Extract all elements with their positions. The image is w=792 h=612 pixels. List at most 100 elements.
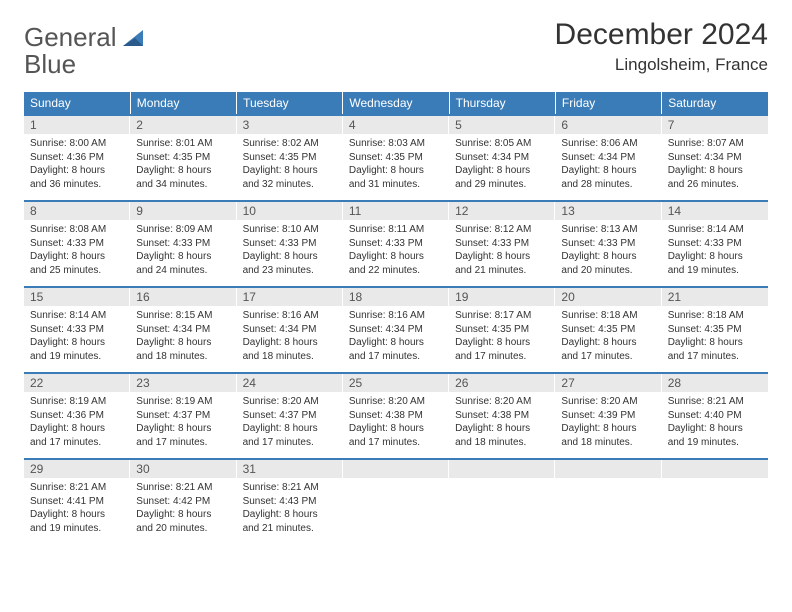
day-cell: 15Sunrise: 8:14 AMSunset: 4:33 PMDayligh… xyxy=(24,287,130,373)
day-number: 16 xyxy=(130,288,236,306)
day-number: 22 xyxy=(24,374,130,392)
sunset-line: Sunset: 4:36 PM xyxy=(30,151,124,165)
day-content: Sunrise: 8:19 AMSunset: 4:37 PMDaylight:… xyxy=(130,392,236,453)
day-content: Sunrise: 8:21 AMSunset: 4:43 PMDaylight:… xyxy=(237,478,343,539)
day-cell: 19Sunrise: 8:17 AMSunset: 4:35 PMDayligh… xyxy=(449,287,555,373)
daylight-line: Daylight: 8 hours and 28 minutes. xyxy=(561,164,655,191)
sunrise-line: Sunrise: 8:01 AM xyxy=(136,137,230,151)
sunset-line: Sunset: 4:33 PM xyxy=(668,237,762,251)
daylight-line: Daylight: 8 hours and 32 minutes. xyxy=(243,164,337,191)
day-content: Sunrise: 8:15 AMSunset: 4:34 PMDaylight:… xyxy=(130,306,236,367)
sunrise-line: Sunrise: 8:06 AM xyxy=(561,137,655,151)
daylight-line: Daylight: 8 hours and 25 minutes. xyxy=(30,250,124,277)
weekday-header: Wednesday xyxy=(343,92,449,115)
sunrise-line: Sunrise: 8:09 AM xyxy=(136,223,230,237)
day-cell: 28Sunrise: 8:21 AMSunset: 4:40 PMDayligh… xyxy=(662,373,768,459)
day-content: Sunrise: 8:01 AMSunset: 4:35 PMDaylight:… xyxy=(130,134,236,195)
daylight-line: Daylight: 8 hours and 19 minutes. xyxy=(30,508,124,535)
sunrise-line: Sunrise: 8:19 AM xyxy=(136,395,230,409)
day-number: 30 xyxy=(130,460,236,478)
day-number: 13 xyxy=(555,202,661,220)
day-number: 3 xyxy=(237,116,343,134)
day-content: Sunrise: 8:20 AMSunset: 4:38 PMDaylight:… xyxy=(449,392,555,453)
weekday-header: Monday xyxy=(130,92,236,115)
daylight-line: Daylight: 8 hours and 26 minutes. xyxy=(668,164,762,191)
day-content: Sunrise: 8:12 AMSunset: 4:33 PMDaylight:… xyxy=(449,220,555,281)
daylight-line: Daylight: 8 hours and 21 minutes. xyxy=(455,250,549,277)
day-number-empty xyxy=(343,460,449,478)
logo: General Blue xyxy=(24,18,147,78)
sunset-line: Sunset: 4:38 PM xyxy=(349,409,443,423)
title-block: December 2024 Lingolsheim, France xyxy=(555,18,768,75)
sunset-line: Sunset: 4:43 PM xyxy=(243,495,337,509)
week-row: 29Sunrise: 8:21 AMSunset: 4:41 PMDayligh… xyxy=(24,459,768,545)
sunset-line: Sunset: 4:39 PM xyxy=(561,409,655,423)
daylight-line: Daylight: 8 hours and 34 minutes. xyxy=(136,164,230,191)
day-number: 11 xyxy=(343,202,449,220)
sunrise-line: Sunrise: 8:21 AM xyxy=(30,481,124,495)
calendar-table: SundayMondayTuesdayWednesdayThursdayFrid… xyxy=(24,92,768,545)
calendar-body: 1Sunrise: 8:00 AMSunset: 4:36 PMDaylight… xyxy=(24,115,768,545)
sunrise-line: Sunrise: 8:03 AM xyxy=(349,137,443,151)
sunrise-line: Sunrise: 8:19 AM xyxy=(30,395,124,409)
day-cell: 21Sunrise: 8:18 AMSunset: 4:35 PMDayligh… xyxy=(662,287,768,373)
daylight-line: Daylight: 8 hours and 23 minutes. xyxy=(243,250,337,277)
sunset-line: Sunset: 4:34 PM xyxy=(349,323,443,337)
logo-text-a: General xyxy=(24,22,117,52)
daylight-line: Daylight: 8 hours and 22 minutes. xyxy=(349,250,443,277)
day-content: Sunrise: 8:00 AMSunset: 4:36 PMDaylight:… xyxy=(24,134,130,195)
day-number-empty xyxy=(555,460,661,478)
sunset-line: Sunset: 4:34 PM xyxy=(136,323,230,337)
day-content: Sunrise: 8:02 AMSunset: 4:35 PMDaylight:… xyxy=(237,134,343,195)
sunrise-line: Sunrise: 8:14 AM xyxy=(30,309,124,323)
day-content: Sunrise: 8:21 AMSunset: 4:42 PMDaylight:… xyxy=(130,478,236,539)
week-row: 15Sunrise: 8:14 AMSunset: 4:33 PMDayligh… xyxy=(24,287,768,373)
day-cell: 30Sunrise: 8:21 AMSunset: 4:42 PMDayligh… xyxy=(130,459,236,545)
day-cell xyxy=(449,459,555,545)
day-number: 23 xyxy=(130,374,236,392)
day-content: Sunrise: 8:20 AMSunset: 4:37 PMDaylight:… xyxy=(237,392,343,453)
daylight-line: Daylight: 8 hours and 20 minutes. xyxy=(136,508,230,535)
day-cell: 12Sunrise: 8:12 AMSunset: 4:33 PMDayligh… xyxy=(449,201,555,287)
day-number: 21 xyxy=(662,288,768,306)
day-content: Sunrise: 8:18 AMSunset: 4:35 PMDaylight:… xyxy=(555,306,661,367)
sunset-line: Sunset: 4:35 PM xyxy=(136,151,230,165)
day-number: 31 xyxy=(237,460,343,478)
sunset-line: Sunset: 4:37 PM xyxy=(243,409,337,423)
day-cell: 1Sunrise: 8:00 AMSunset: 4:36 PMDaylight… xyxy=(24,115,130,201)
sunset-line: Sunset: 4:33 PM xyxy=(561,237,655,251)
daylight-line: Daylight: 8 hours and 20 minutes. xyxy=(561,250,655,277)
daylight-line: Daylight: 8 hours and 17 minutes. xyxy=(30,422,124,449)
day-cell: 29Sunrise: 8:21 AMSunset: 4:41 PMDayligh… xyxy=(24,459,130,545)
sunrise-line: Sunrise: 8:18 AM xyxy=(561,309,655,323)
day-content: Sunrise: 8:07 AMSunset: 4:34 PMDaylight:… xyxy=(662,134,768,195)
sunrise-line: Sunrise: 8:08 AM xyxy=(30,223,124,237)
daylight-line: Daylight: 8 hours and 19 minutes. xyxy=(668,250,762,277)
day-cell: 18Sunrise: 8:16 AMSunset: 4:34 PMDayligh… xyxy=(343,287,449,373)
sunset-line: Sunset: 4:35 PM xyxy=(561,323,655,337)
day-number: 26 xyxy=(449,374,555,392)
sunrise-line: Sunrise: 8:07 AM xyxy=(668,137,762,151)
sunrise-line: Sunrise: 8:21 AM xyxy=(243,481,337,495)
day-cell: 10Sunrise: 8:10 AMSunset: 4:33 PMDayligh… xyxy=(237,201,343,287)
day-number: 25 xyxy=(343,374,449,392)
sunset-line: Sunset: 4:41 PM xyxy=(30,495,124,509)
daylight-line: Daylight: 8 hours and 19 minutes. xyxy=(30,336,124,363)
sunset-line: Sunset: 4:36 PM xyxy=(30,409,124,423)
day-content: Sunrise: 8:20 AMSunset: 4:38 PMDaylight:… xyxy=(343,392,449,453)
sunrise-line: Sunrise: 8:20 AM xyxy=(455,395,549,409)
weekday-header: Friday xyxy=(555,92,661,115)
sunrise-line: Sunrise: 8:13 AM xyxy=(561,223,655,237)
sunset-line: Sunset: 4:35 PM xyxy=(668,323,762,337)
day-number: 12 xyxy=(449,202,555,220)
day-content: Sunrise: 8:21 AMSunset: 4:40 PMDaylight:… xyxy=(662,392,768,453)
sunset-line: Sunset: 4:33 PM xyxy=(30,237,124,251)
weekday-header: Sunday xyxy=(24,92,130,115)
sunrise-line: Sunrise: 8:16 AM xyxy=(243,309,337,323)
sunset-line: Sunset: 4:33 PM xyxy=(136,237,230,251)
day-content: Sunrise: 8:08 AMSunset: 4:33 PMDaylight:… xyxy=(24,220,130,281)
sunrise-line: Sunrise: 8:21 AM xyxy=(668,395,762,409)
day-number: 6 xyxy=(555,116,661,134)
sunset-line: Sunset: 4:38 PM xyxy=(455,409,549,423)
day-cell: 5Sunrise: 8:05 AMSunset: 4:34 PMDaylight… xyxy=(449,115,555,201)
